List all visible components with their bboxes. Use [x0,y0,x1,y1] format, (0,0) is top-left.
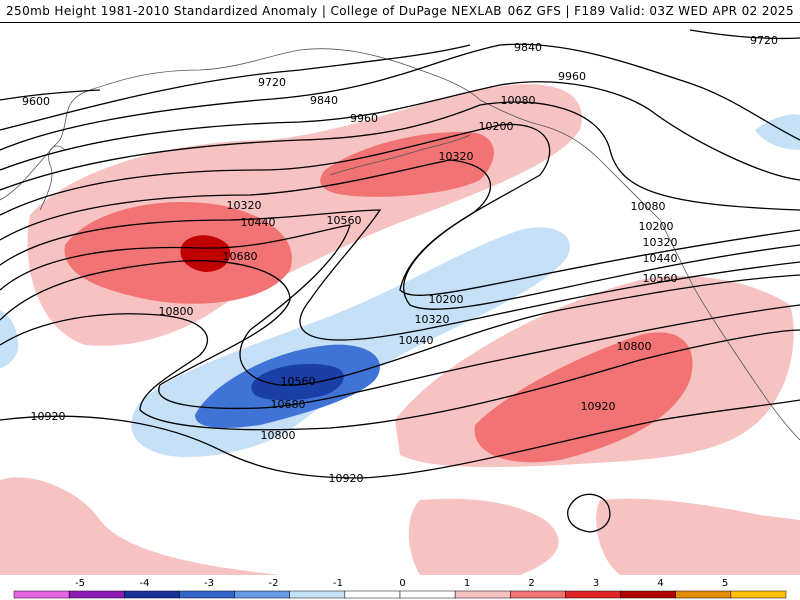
contour-label: 10440 [643,252,678,265]
contour-label: 10320 [643,236,678,249]
contour-label: 9960 [350,112,378,125]
contour-9720-east [689,29,800,40]
contour-label: 10440 [241,216,276,229]
kamchatka-coastline [39,145,66,211]
positive-anomaly-region [0,477,280,575]
colorbar-segment [675,590,732,599]
contour-label: 10080 [501,94,536,107]
positive-anomaly-region [596,498,800,575]
contour-label: 10320 [227,199,262,212]
colorbar-segment [234,590,290,599]
colorbar-tick-label: -5 [75,578,85,589]
anomaly-colorbar: -5 -4 -3 -2 -1 0 1 2 3 4 5 [0,575,800,600]
contour-label: 9720 [258,76,286,89]
colorbar-segment [68,590,125,599]
contour-label: 10800 [261,429,296,442]
positive-anomaly-core [64,201,292,304]
height-contours [0,29,800,533]
asia-coastline [0,49,301,201]
contour-10920 [0,399,800,479]
contour-10680 [0,259,800,410]
colorbar-segment [510,590,566,599]
contour-label: 10080 [631,200,666,213]
positive-anomaly-region [0,540,120,575]
contour-label: 10920 [581,400,616,413]
contour-label: 9840 [310,94,338,107]
colorbar-segment [13,590,70,599]
colorbar-segment [289,590,346,599]
colorbar-segment [620,590,676,599]
contour-label: 9840 [514,41,542,54]
contour-9960 [0,81,800,181]
contour-9720 [0,44,471,131]
colorbar-tick-label: 0 [399,578,405,589]
aleutian-islands [329,134,471,176]
contour-label: 10560 [281,375,316,388]
contour-label: 10920 [329,472,364,485]
colorbar-segment [730,590,787,599]
positive-anomaly-core [474,332,693,463]
model-run-info: 06Z GFS | F189 Valid: 03Z WED APR 02 202… [507,4,794,18]
min-negative-anomaly [251,363,344,401]
colorbar-segment [454,590,511,599]
contour-10320 [0,159,800,310]
max-positive-anomaly [180,235,231,272]
contour-10800 [0,313,800,431]
colorbar-tick-label: -3 [204,578,214,589]
contour-label: 9720 [750,34,778,47]
colorbar-tick-label: 5 [722,578,728,589]
contour-label: 10320 [415,313,450,326]
contour-label: 10680 [223,250,258,263]
map-title: 250mb Height 1981-2010 Standardized Anom… [6,4,502,18]
colorbar-tick-label: -4 [140,578,150,589]
contour-label: 10680 [271,398,306,411]
contour-label: 10800 [617,340,652,353]
colorbar-segment [179,590,235,599]
contour-10560 [0,224,800,386]
colorbar-tick-label: -2 [269,578,279,589]
colorbar-segments [13,590,787,599]
positive-anomaly-core [320,131,494,197]
negative-anomaly-region [755,114,800,150]
contour-10920-closed [567,493,611,533]
colorbar-tick-label: 3 [593,578,599,589]
colorbar-tick-label: 4 [657,578,663,589]
contour-9600 [0,89,101,101]
contour-label: 10560 [327,214,362,227]
contour-label: 9600 [22,95,50,108]
map-header: 250mb Height 1981-2010 Standardized Anom… [0,0,800,23]
colorbar-segment [344,590,401,599]
contour-label: 10320 [439,150,474,163]
contour-label: 10200 [479,120,514,133]
colorbar-segment [124,590,180,599]
colorbar-tick-label: -1 [333,578,343,589]
contour-10200 [0,123,800,296]
contour-label: 10440 [399,334,434,347]
contour-label: 10200 [429,293,464,306]
contour-label: 10920 [31,410,66,423]
height-anomaly-map: 9600 9720 9720 9840 9840 9960 9960 10080… [0,23,800,575]
colorbar-tick-label: 1 [464,578,470,589]
contour-label: 10800 [159,305,194,318]
contour-label: 10200 [639,220,674,233]
colorbar-tick-label: 2 [528,578,534,589]
colorbar-segment [565,590,621,599]
contour-9840 [0,43,800,151]
colorbar-segment [399,590,456,599]
na-west-coastline [659,219,800,441]
contour-10440 [0,209,800,341]
contour-labels: 9600 9720 9720 9840 9840 9960 9960 10080… [22,34,778,485]
contour-label: 9960 [558,70,586,83]
colorbar-ticks: -5 -4 -3 -2 -1 0 1 2 3 4 5 [75,578,728,589]
contour-10080 [0,101,800,211]
positive-anomaly-region [408,498,559,575]
contour-label: 10560 [643,272,678,285]
